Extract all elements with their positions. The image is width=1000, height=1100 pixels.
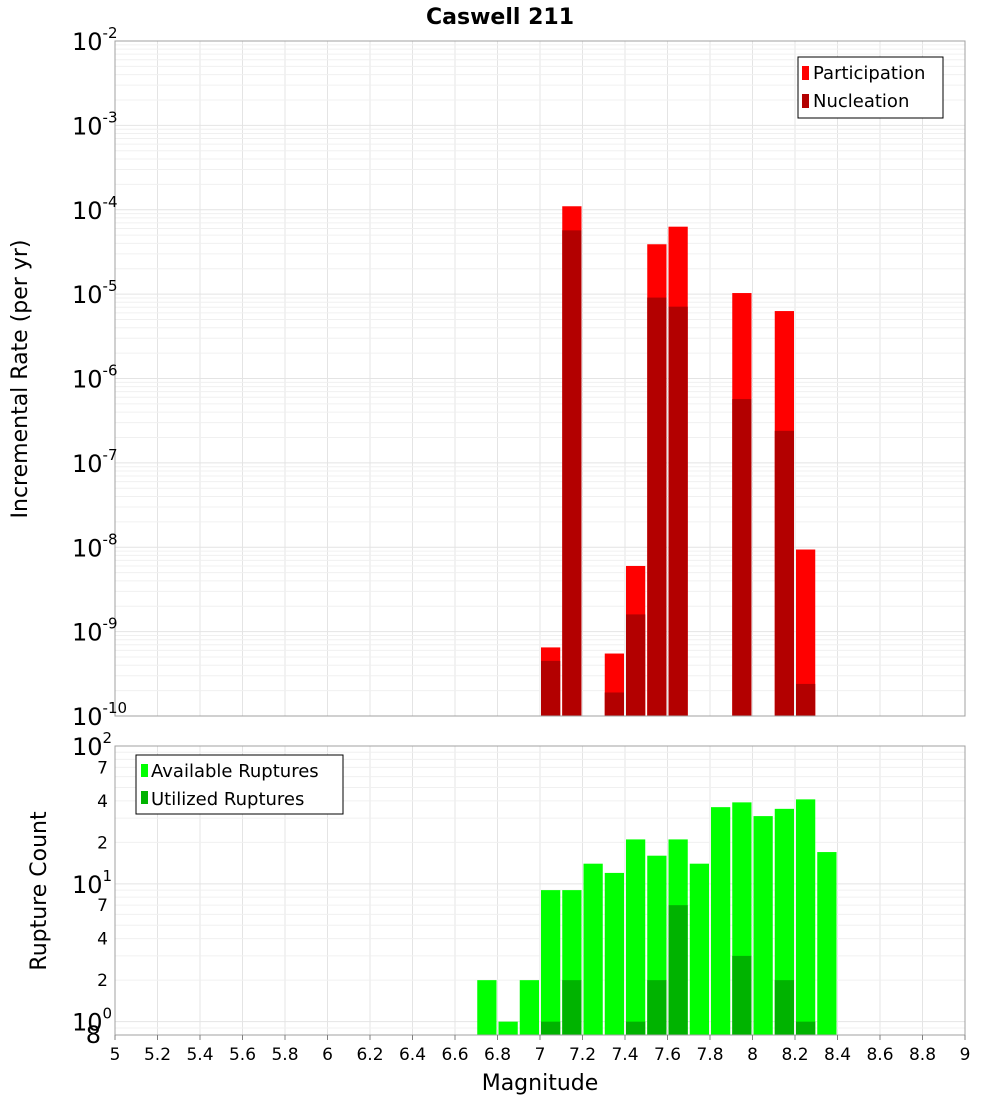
y-tick-label: 10-8 [72,530,118,562]
nucleation-bar [626,614,646,716]
utilized-ruptures-bar [732,955,752,1035]
count-y-axis-label: Rupture Count [27,811,52,971]
y-tick-label: 10-3 [72,108,118,140]
nucleation-swatch [802,94,809,108]
nucleation-bar [732,399,752,716]
y-tick-label: 10-4 [72,193,118,225]
x-tick-label: 7.2 [569,1045,596,1065]
available-ruptures-bar [604,872,624,1035]
available-ruptures-bar [753,816,773,1035]
utilized-legend-label: Utilized Ruptures [151,789,304,810]
rate-y-tick-labels: 10-2 10-3 10-4 10-5 10-6 10-7 10-8 10-9 10-10 [72,24,127,731]
rate-plot-grid [114,41,966,717]
x-tick-label: 6.6 [441,1045,468,1065]
participation-bar [796,549,816,716]
y-tick-label: 2 [97,833,108,853]
x-tick-label: 7 [535,1045,546,1065]
nucleation-bar [541,660,561,716]
utilized-ruptures-bar [647,980,667,1035]
rate-plot-frame [114,40,966,717]
rate-y-axis-label: Incremental Rate (per yr) [8,240,33,519]
participation-swatch [802,66,809,80]
x-tick-label: 5.8 [271,1045,298,1065]
nucleation-bar [562,230,582,716]
x-tick-label: 6.2 [356,1045,383,1065]
y-tick-label: 4 [97,792,108,812]
rate-plot-panel: 10-2 10-3 10-4 10-5 10-6 10-7 10-8 10-9 10-10 In… [8,24,966,731]
nucleation-legend-label: Nucleation [813,91,909,112]
participation-legend-label: Participation [813,63,925,84]
y-tick-label: 10-2 [72,24,118,56]
y-tick-label: 7 [97,896,108,916]
available-ruptures-bar [541,890,561,1035]
utilized-ruptures-bar [774,980,794,1035]
available-ruptures-bar [583,863,603,1035]
x-tick-label: 5.4 [186,1045,213,1065]
nucleation-bar [774,430,794,716]
y-tick-label: 102 [72,729,112,761]
x-tick-label: 6 [322,1045,333,1065]
y-tick-label: 10-10 [72,699,127,731]
y-tick-label: 10-6 [72,362,118,394]
available-ruptures-bar [519,980,539,1035]
x-tick-label: 8.2 [781,1045,808,1065]
y-tick-label: 10-9 [72,615,118,647]
y-tick-label: 10-7 [72,446,118,478]
x-tick-label: 6.4 [399,1045,426,1065]
available-ruptures-bar [774,808,794,1035]
utilized-ruptures-bar [541,1021,561,1035]
available-ruptures-bar [498,1021,518,1035]
rate-legend-box [797,56,944,119]
x-tick-label: 8.6 [866,1045,893,1065]
rate-plot-bars [541,206,816,717]
available-swatch [141,764,148,777]
available-ruptures-bar [477,980,497,1035]
nucleation-bar [668,306,688,716]
utilized-ruptures-bar [562,980,582,1035]
available-ruptures-bar [689,863,709,1035]
utilized-ruptures-bar [626,1021,646,1035]
x-tick-label: 5.6 [229,1045,256,1065]
y-tick-label: 10-5 [72,277,118,309]
y-tick-label: 8 [86,1021,101,1049]
x-tick-label: 5.2 [144,1045,171,1065]
nucleation-bar [604,692,624,716]
available-legend-label: Available Ruptures [151,761,319,782]
y-tick-label: 2 [97,971,108,991]
y-tick-label: 4 [97,930,108,950]
y-tick-label: 7 [97,758,108,778]
nucleation-bar [796,683,816,716]
y-tick-label: 101 [72,867,112,899]
x-tick-label: 7.4 [611,1045,638,1065]
count-legend-box [135,754,344,815]
available-ruptures-bar [817,852,837,1035]
x-tick-label: 6.8 [484,1045,511,1065]
utilized-ruptures-bar [668,905,688,1035]
magnitude-x-axis-label: Magnitude [482,1071,599,1096]
x-tick-label: 8.8 [909,1045,936,1065]
x-tick-label: 5 [110,1045,121,1065]
x-tick-label: 8.4 [824,1045,851,1065]
available-ruptures-bar [711,807,731,1035]
x-tick-label: 9 [960,1045,971,1065]
x-tick-label: 7.8 [696,1045,723,1065]
count-legend: Available Ruptures Utilized Ruptures [135,754,344,815]
x-tick-label: 7.6 [654,1045,681,1065]
utilized-swatch [141,791,148,804]
magnitude-x-tick-labels: 5 5.2 5.4 5.6 5.8 6 6.2 6.4 6.6 6.8 7 7.2 7.4 7.6 7.8 8… [110,1035,971,1065]
x-tick-label: 8 [747,1045,758,1065]
nucleation-bar [647,297,667,716]
utilized-ruptures-bar [796,1021,816,1035]
rate-legend: Participation Nucleation [797,56,944,119]
y-tick-label: 100 [72,1005,112,1037]
count-plot-bars [477,799,837,1035]
available-ruptures-bar [796,799,816,1035]
chart-title: Caswell 211 [426,5,574,30]
available-ruptures-bar [626,839,646,1035]
